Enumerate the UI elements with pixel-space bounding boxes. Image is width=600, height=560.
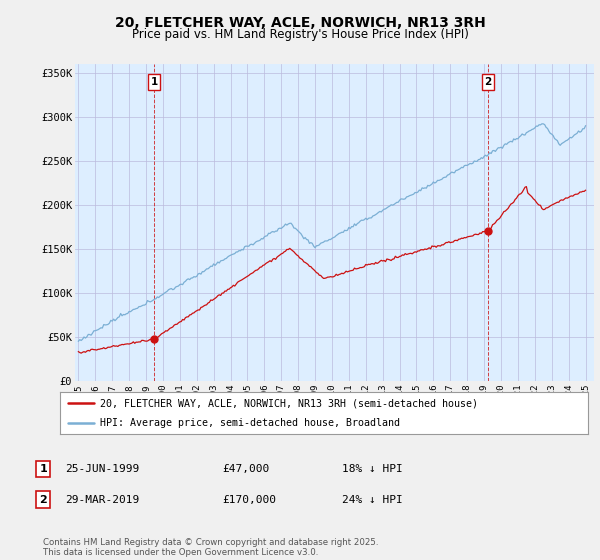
Text: 1: 1 xyxy=(151,77,158,87)
Text: Price paid vs. HM Land Registry's House Price Index (HPI): Price paid vs. HM Land Registry's House … xyxy=(131,28,469,41)
Text: 24% ↓ HPI: 24% ↓ HPI xyxy=(342,494,403,505)
Text: 1: 1 xyxy=(40,464,47,474)
Text: HPI: Average price, semi-detached house, Broadland: HPI: Average price, semi-detached house,… xyxy=(100,418,400,428)
Text: £47,000: £47,000 xyxy=(222,464,269,474)
Text: 20, FLETCHER WAY, ACLE, NORWICH, NR13 3RH: 20, FLETCHER WAY, ACLE, NORWICH, NR13 3R… xyxy=(115,16,485,30)
Text: 18% ↓ HPI: 18% ↓ HPI xyxy=(342,464,403,474)
Text: 20, FLETCHER WAY, ACLE, NORWICH, NR13 3RH (semi-detached house): 20, FLETCHER WAY, ACLE, NORWICH, NR13 3R… xyxy=(100,398,478,408)
Text: 2: 2 xyxy=(40,494,47,505)
Text: 25-JUN-1999: 25-JUN-1999 xyxy=(65,464,139,474)
Text: 29-MAR-2019: 29-MAR-2019 xyxy=(65,494,139,505)
Text: Contains HM Land Registry data © Crown copyright and database right 2025.
This d: Contains HM Land Registry data © Crown c… xyxy=(43,538,379,557)
Text: £170,000: £170,000 xyxy=(222,494,276,505)
Text: 2: 2 xyxy=(484,77,491,87)
